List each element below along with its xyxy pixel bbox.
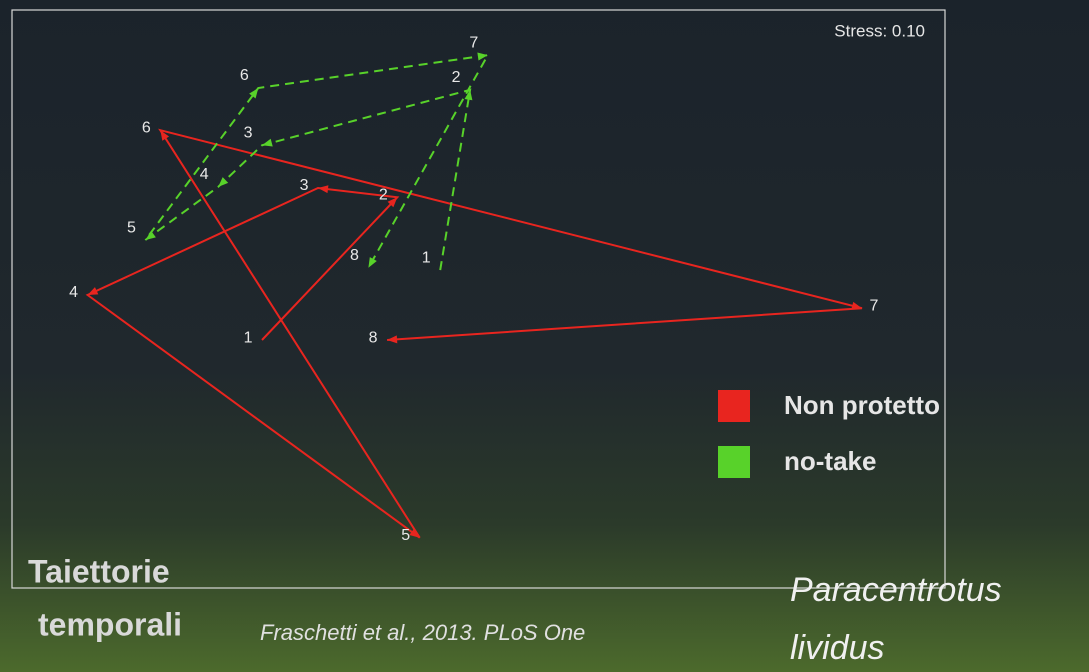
point-label: 3 (244, 124, 253, 141)
point-label: 1 (422, 249, 431, 266)
point-label: 8 (350, 247, 359, 264)
point-label: 3 (300, 177, 309, 194)
species-name: Paracentrotus (790, 571, 1002, 609)
point-label: 7 (469, 34, 478, 51)
title-line: temporali (38, 606, 182, 642)
chart: Stress: 0.10 Taiettorie temporali Frasch… (0, 0, 1089, 672)
point-label: 4 (69, 284, 78, 301)
point-label: 5 (401, 527, 410, 544)
point-label: 6 (240, 67, 249, 84)
point-label: 1 (244, 329, 253, 346)
point-label: 4 (200, 166, 209, 183)
slide: Stress: 0.10 Taiettorie temporali Frasch… (0, 0, 1089, 672)
point-label: 5 (127, 219, 136, 236)
title-line: Taiettorie (28, 553, 170, 589)
point-label: 6 (142, 119, 151, 136)
legend-swatch (718, 446, 750, 478)
legend-label: no-take (784, 446, 876, 476)
point-label: 2 (452, 69, 461, 86)
legend-label: Non protetto (784, 390, 940, 420)
point-label: 8 (369, 329, 378, 346)
legend-swatch (718, 390, 750, 422)
point-label: 7 (870, 297, 879, 314)
source-citation: Fraschetti et al., 2013. PLoS One (260, 620, 585, 645)
species-name: lividus (790, 629, 884, 667)
point-label: 2 (379, 186, 388, 203)
stress-annotation: Stress: 0.10 (834, 21, 925, 40)
